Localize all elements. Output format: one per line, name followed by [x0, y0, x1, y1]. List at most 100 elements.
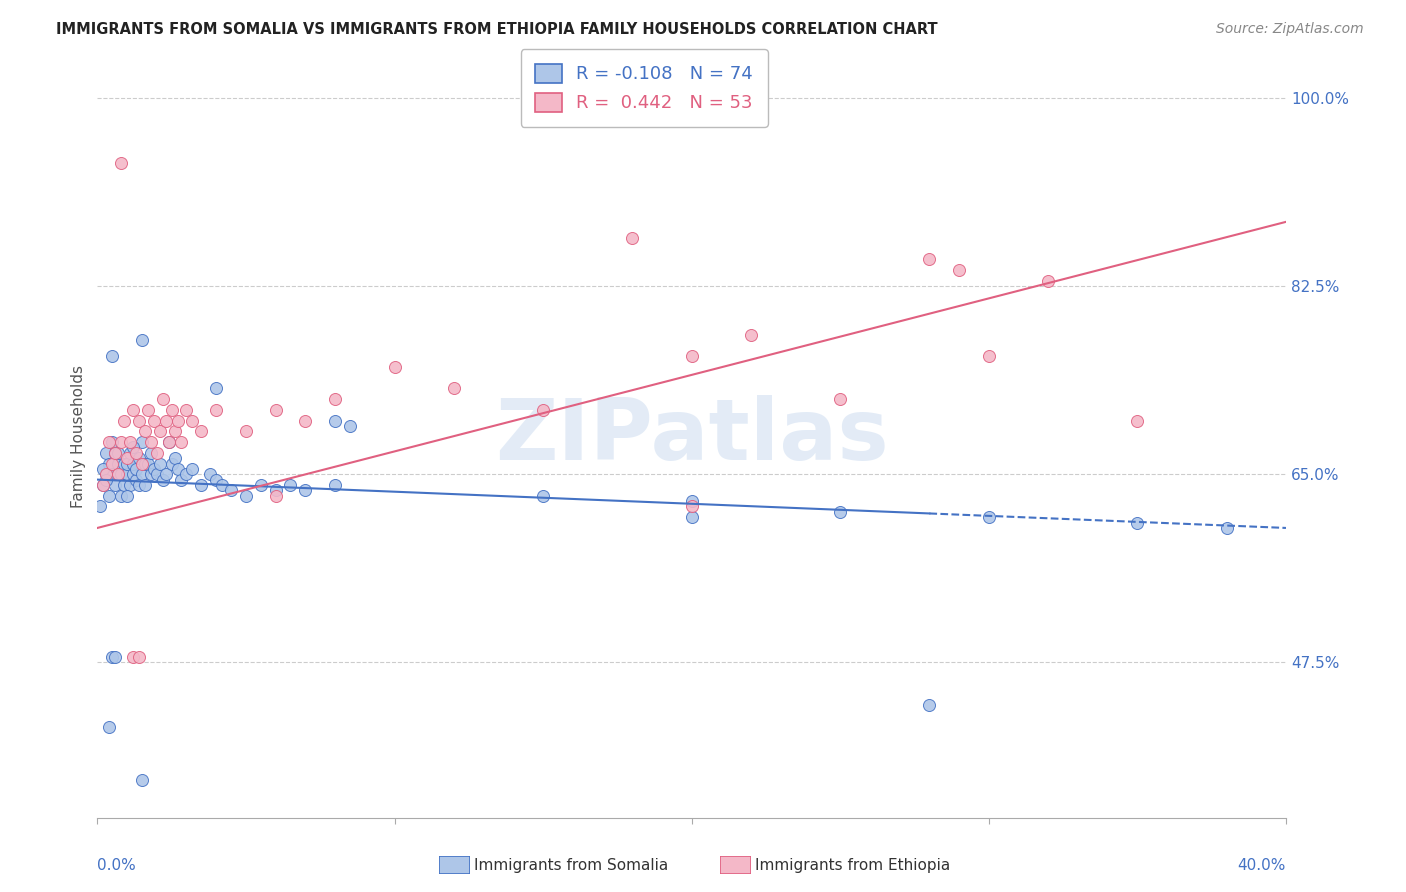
- Text: Immigrants from Ethiopia: Immigrants from Ethiopia: [755, 858, 950, 872]
- Point: [264, 402, 287, 417]
- Point: [115, 489, 138, 503]
- Point: [125, 462, 148, 476]
- Point: [101, 457, 124, 471]
- Point: [142, 462, 165, 476]
- Point: [176, 402, 198, 417]
- Text: 0.0%: 0.0%: [97, 858, 136, 873]
- Point: [681, 494, 703, 508]
- Text: Source: ZipAtlas.com: Source: ZipAtlas.com: [1216, 22, 1364, 37]
- Point: [681, 500, 703, 514]
- Point: [166, 462, 188, 476]
- Point: [134, 478, 156, 492]
- Point: [112, 413, 135, 427]
- Point: [139, 467, 162, 482]
- Point: [128, 649, 150, 664]
- Point: [91, 462, 114, 476]
- Point: [118, 435, 141, 450]
- Point: [323, 413, 346, 427]
- Point: [96, 467, 118, 482]
- Point: [152, 473, 174, 487]
- Point: [101, 349, 124, 363]
- Point: [294, 483, 316, 498]
- Point: [122, 402, 145, 417]
- Point: [128, 478, 150, 492]
- Point: [211, 478, 233, 492]
- Point: [205, 402, 228, 417]
- Point: [205, 381, 228, 395]
- Point: [235, 489, 257, 503]
- Point: [131, 467, 153, 482]
- Point: [112, 457, 135, 471]
- Point: [131, 435, 153, 450]
- Text: IMMIGRANTS FROM SOMALIA VS IMMIGRANTS FROM ETHIOPIA FAMILY HOUSEHOLDS CORRELATIO: IMMIGRANTS FROM SOMALIA VS IMMIGRANTS FR…: [56, 22, 938, 37]
- Point: [115, 451, 138, 466]
- Point: [190, 425, 212, 439]
- Point: [104, 446, 127, 460]
- Point: [101, 649, 124, 664]
- Point: [128, 413, 150, 427]
- Point: [155, 413, 177, 427]
- Point: [740, 327, 762, 342]
- Point: [122, 441, 145, 455]
- Point: [181, 413, 204, 427]
- Point: [157, 435, 180, 450]
- Point: [294, 413, 316, 427]
- Point: [384, 359, 406, 374]
- Point: [110, 489, 132, 503]
- Point: [1215, 521, 1237, 535]
- Point: [181, 462, 204, 476]
- Point: [134, 457, 156, 471]
- Point: [136, 457, 159, 471]
- Point: [149, 425, 172, 439]
- Point: [163, 425, 186, 439]
- Point: [112, 478, 135, 492]
- Point: [104, 478, 127, 492]
- Point: [142, 413, 165, 427]
- Point: [830, 392, 852, 406]
- Point: [681, 510, 703, 524]
- Legend: R = -0.108   N = 74, R =  0.442   N = 53: R = -0.108 N = 74, R = 0.442 N = 53: [520, 49, 768, 127]
- Point: [169, 435, 191, 450]
- Point: [166, 413, 188, 427]
- Point: [1038, 274, 1060, 288]
- Point: [169, 473, 191, 487]
- Point: [323, 478, 346, 492]
- Point: [160, 457, 183, 471]
- Point: [96, 446, 118, 460]
- Point: [98, 435, 121, 450]
- Point: [125, 473, 148, 487]
- Point: [101, 467, 124, 482]
- Point: [152, 392, 174, 406]
- Point: [155, 467, 177, 482]
- Point: [110, 155, 132, 169]
- Point: [104, 446, 127, 460]
- Point: [122, 457, 145, 471]
- Point: [977, 510, 1000, 524]
- Point: [146, 446, 169, 460]
- Point: [118, 478, 141, 492]
- Point: [163, 451, 186, 466]
- Point: [122, 467, 145, 482]
- Point: [621, 231, 644, 245]
- Point: [918, 698, 941, 713]
- Point: [146, 467, 169, 482]
- Point: [280, 478, 302, 492]
- Point: [131, 333, 153, 347]
- Point: [830, 505, 852, 519]
- Point: [681, 349, 703, 363]
- Point: [134, 425, 156, 439]
- Point: [323, 392, 346, 406]
- Point: [98, 457, 121, 471]
- Point: [131, 457, 153, 471]
- Y-axis label: Family Households: Family Households: [72, 365, 86, 508]
- Point: [1126, 516, 1149, 530]
- Point: [139, 446, 162, 460]
- Point: [339, 418, 361, 433]
- Point: [128, 451, 150, 466]
- Point: [190, 478, 212, 492]
- Point: [443, 381, 465, 395]
- Point: [91, 478, 114, 492]
- Point: [249, 478, 271, 492]
- Point: [235, 425, 257, 439]
- Point: [176, 467, 198, 482]
